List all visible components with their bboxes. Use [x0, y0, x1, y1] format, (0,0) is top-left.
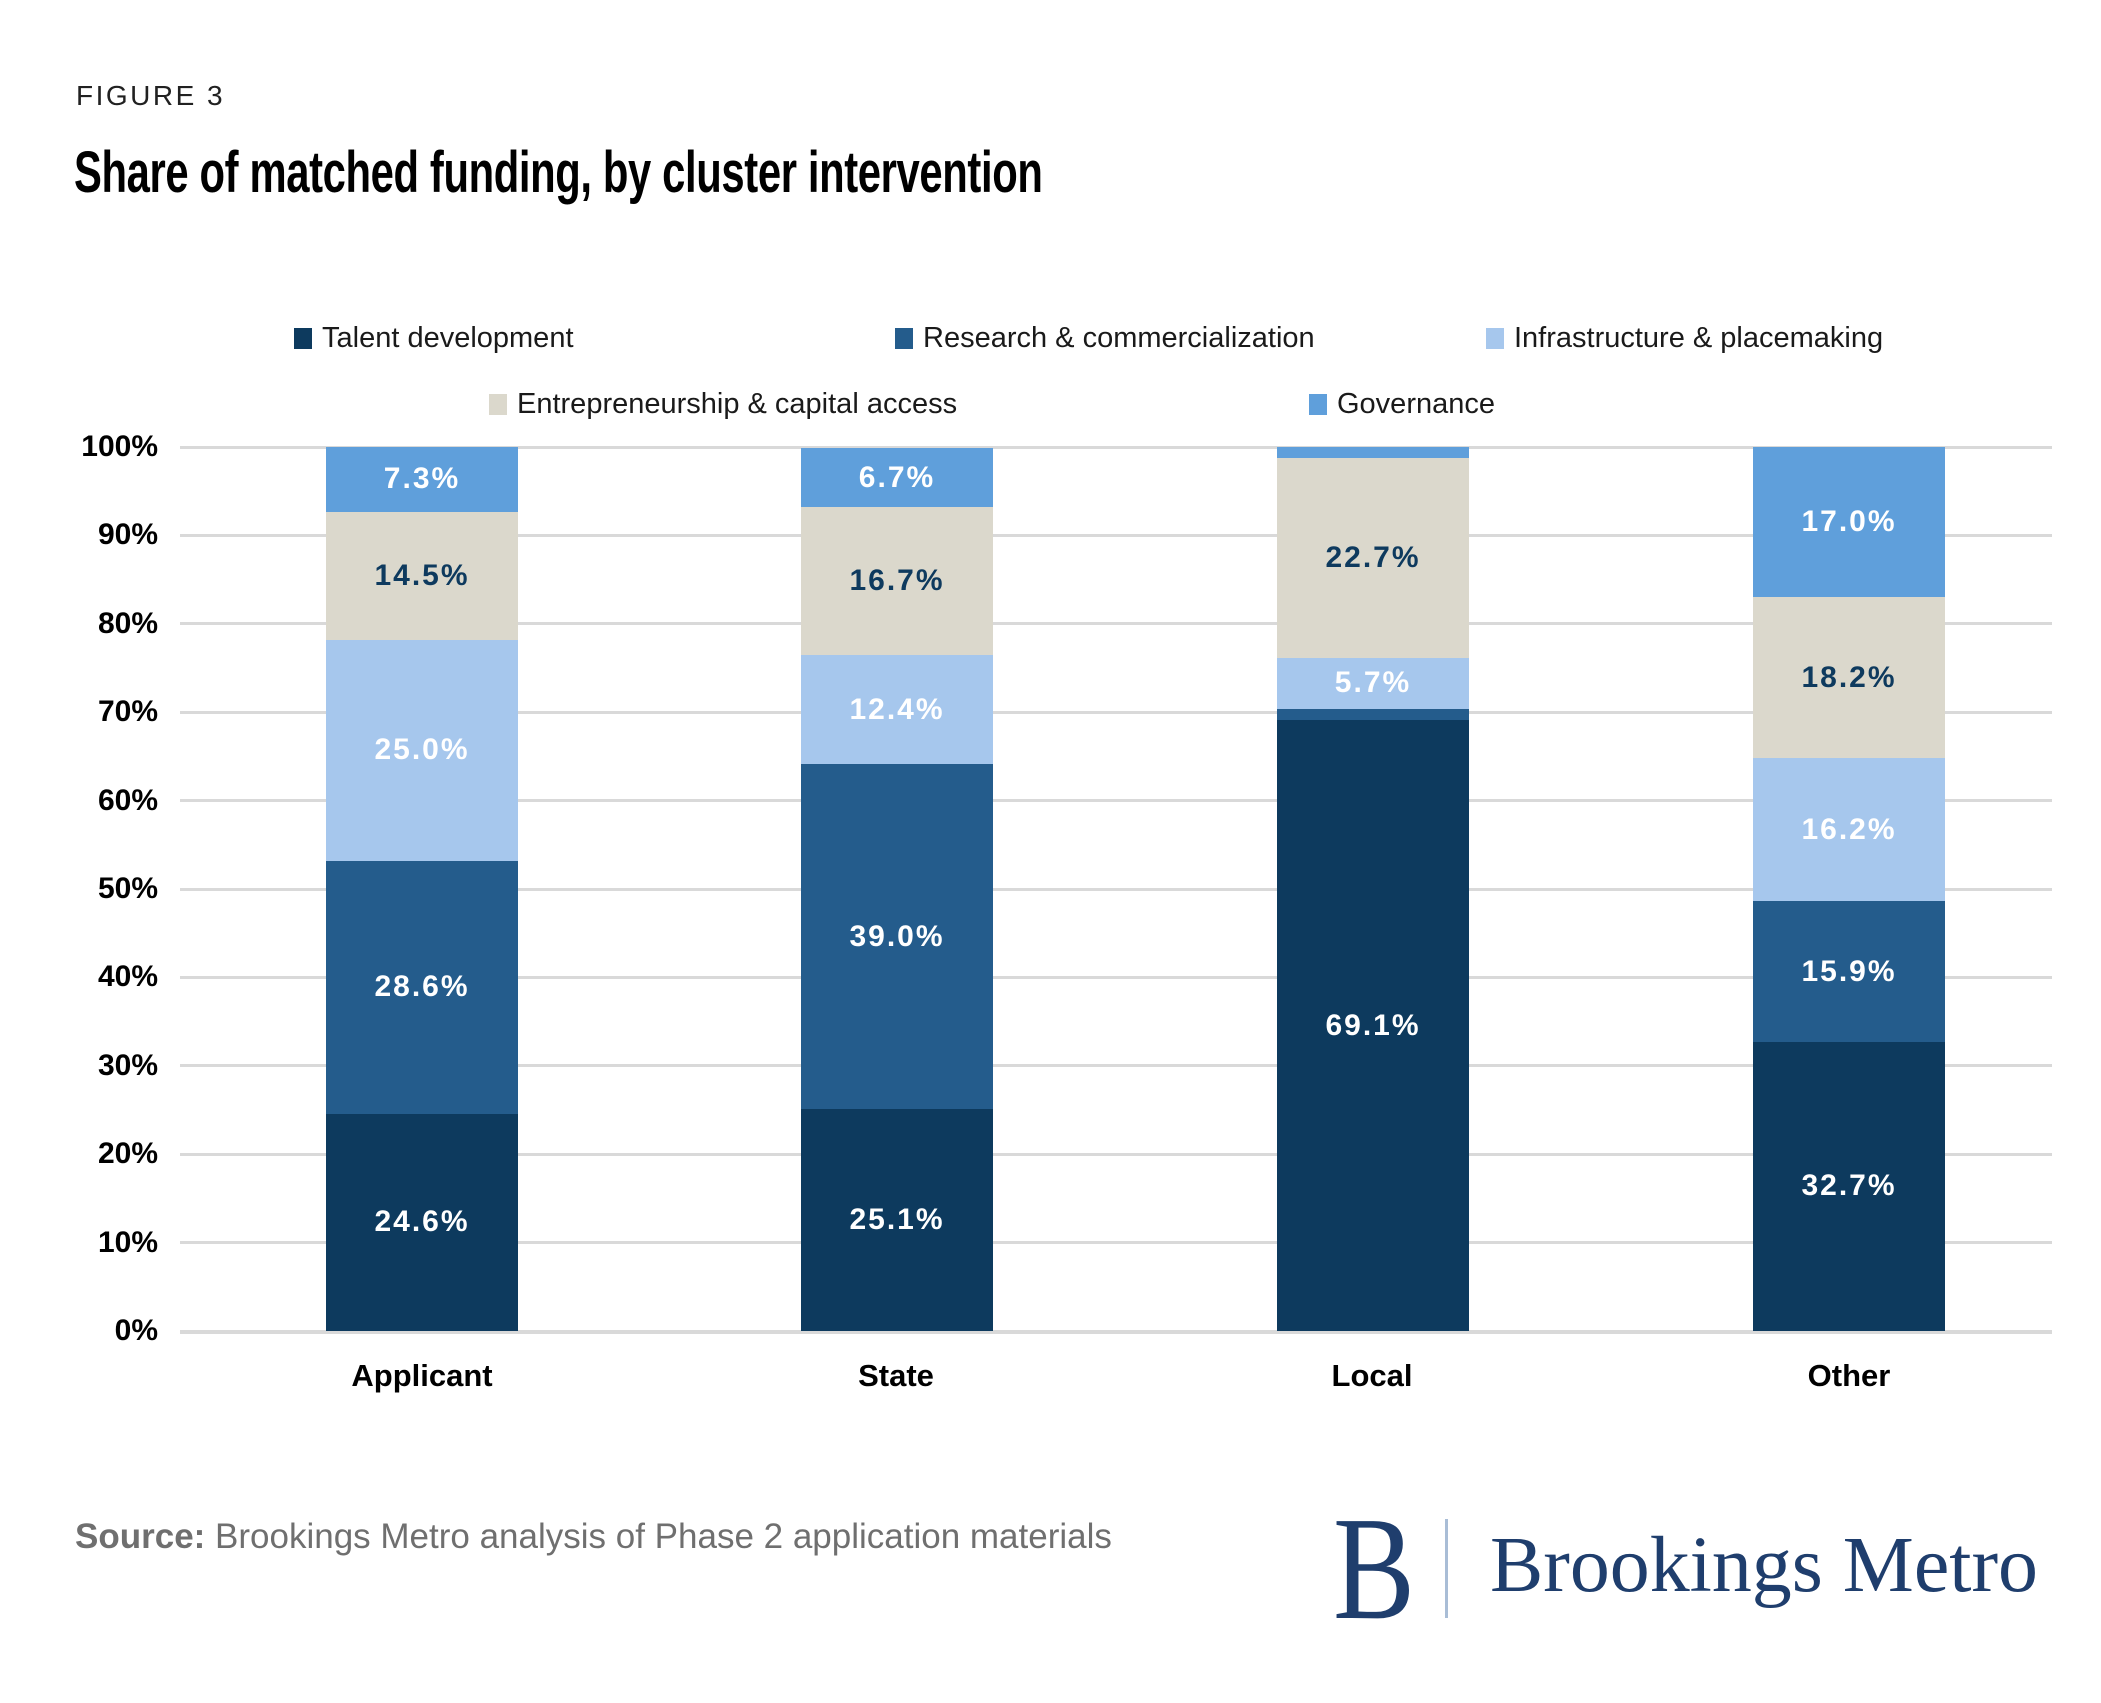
bar-value-label: 16.7%	[849, 563, 945, 597]
logo-b-mark: B	[1333, 1515, 1415, 1651]
page-title: Share of matched funding, by cluster int…	[74, 140, 1043, 205]
y-axis-tick-label: 80%	[97, 606, 158, 640]
bar-value-label: 69.1%	[1325, 1008, 1421, 1042]
bar-segment: 39.0%	[801, 764, 993, 1110]
y-axis-tick-label: 100%	[81, 430, 158, 463]
y-axis-tick-label: 0%	[114, 1314, 158, 1347]
bar-value-label: 7.3%	[383, 462, 461, 496]
y-axis-tick-label: 30%	[97, 1048, 158, 1082]
legend-label: Talent development	[322, 322, 574, 354]
legend-swatch	[489, 394, 507, 415]
bar-segment: 28.6%	[326, 860, 518, 1114]
x-axis-label-applicant: Applicant	[351, 1358, 493, 1393]
legend-item: Talent development	[294, 322, 574, 355]
bar-applicant: 24.6% 28.6% 25.0% 14.5% 7.3%	[326, 447, 518, 1331]
legend-item: Entrepreneurship & capital access	[489, 388, 957, 421]
y-axis-tick-label: 90%	[97, 518, 158, 552]
bar-segment: 15.9%	[1753, 901, 1945, 1042]
gridline	[180, 1064, 2052, 1068]
bar-segment: 12.4%	[801, 654, 993, 765]
bar-value-label: 5.7%	[1334, 666, 1412, 700]
bar-segment: 25.0%	[326, 639, 518, 861]
bar-segment: 17.0%	[1753, 447, 1945, 598]
bar-segment: 16.7%	[801, 507, 993, 655]
x-axis-label-state: State	[858, 1358, 934, 1393]
figure-label: FIGURE 3	[76, 80, 226, 111]
x-axis-label-local: Local	[1331, 1358, 1413, 1393]
source-note: Source: Brookings Metro analysis of Phas…	[75, 1517, 1112, 1557]
y-axis-tick-label: 10%	[97, 1225, 158, 1259]
bar-value-label: 25.0%	[374, 733, 470, 767]
bar-other: 32.7% 15.9% 16.2% 18.2% 17.0%	[1753, 447, 1945, 1331]
bar-segment: 16.2%	[1753, 758, 1945, 902]
bar-value-label: 32.7%	[1801, 1169, 1897, 1203]
logo-wordmark: Brookings Metro	[1490, 1522, 2038, 1609]
gridline	[180, 1152, 2052, 1156]
bar-value-label: 22.7%	[1325, 540, 1421, 574]
bar-value-label: 12.4%	[849, 692, 945, 726]
bar-segment: 5.7%	[1277, 658, 1469, 709]
y-axis-tick-label: 60%	[97, 783, 158, 817]
legend-label: Governance	[1337, 388, 1495, 420]
bar-segment: 18.2%	[1753, 597, 1945, 759]
bar-local: 69.1% 5.7% 22.7%	[1277, 447, 1469, 1331]
bar-value-label: 6.7%	[858, 460, 936, 494]
bar-segment: 6.7%	[801, 447, 993, 508]
legend-item: Infrastructure & placemaking	[1486, 322, 1883, 355]
y-axis-tick-label: 70%	[97, 695, 158, 729]
y-axis-tick-label: 20%	[97, 1137, 158, 1171]
bar-segment: 25.1%	[801, 1109, 993, 1331]
legend-label: Research & commercialization	[923, 322, 1315, 354]
y-axis-tick-label: 40%	[97, 960, 158, 994]
bar-value-label: 39.0%	[849, 919, 945, 953]
bar-segment: 32.7%	[1753, 1041, 1945, 1331]
gridline	[180, 887, 2052, 891]
bar-segment: 24.6%	[326, 1113, 518, 1331]
legend-item: Governance	[1309, 388, 1495, 421]
bar-value-label: 25.1%	[849, 1203, 945, 1237]
bar-value-label: 17.0%	[1801, 505, 1897, 539]
bar-value-label: 24.6%	[374, 1205, 470, 1239]
legend-label: Infrastructure & placemaking	[1514, 322, 1884, 354]
bar-value-label: 14.5%	[374, 558, 470, 592]
bar-segment	[1277, 708, 1469, 721]
gridline	[180, 622, 2052, 626]
source-text: Brookings Metro analysis of Phase 2 appl…	[205, 1517, 1112, 1556]
bar-state: 25.1% 39.0% 12.4% 16.7% 6.7%	[801, 447, 993, 1331]
gridline	[180, 799, 2052, 803]
bar-value-label: 16.2%	[1801, 812, 1897, 846]
bar-value-label: 15.9%	[1801, 954, 1897, 988]
bar-value-label: 28.6%	[374, 970, 470, 1004]
bar-segment: 69.1%	[1277, 720, 1469, 1331]
legend-swatch	[294, 328, 312, 349]
gridline	[180, 710, 2052, 714]
legend-label: Entrepreneurship & capital access	[517, 388, 958, 420]
bar-value-label: 18.2%	[1801, 660, 1897, 694]
gridline	[180, 533, 2052, 537]
bar-segment: 22.7%	[1277, 457, 1469, 659]
legend-swatch	[895, 328, 913, 349]
bar-segment: 7.3%	[326, 447, 518, 512]
bar-segment	[1277, 447, 1469, 458]
legend-swatch	[1309, 394, 1327, 415]
gridline	[180, 975, 2052, 979]
legend-swatch	[1486, 328, 1504, 349]
gridline	[180, 445, 2052, 449]
gridline	[180, 1241, 2052, 1245]
legend-item: Research & commercialization	[895, 322, 1315, 355]
y-axis-tick-label: 50%	[97, 872, 158, 905]
brookings-metro-logo: B Brookings Metro	[1333, 1515, 2038, 1651]
bar-segment: 14.5%	[326, 511, 518, 640]
gridline	[180, 1329, 2052, 1334]
source-label: Source:	[75, 1517, 206, 1556]
x-axis-label-other: Other	[1807, 1358, 1891, 1393]
